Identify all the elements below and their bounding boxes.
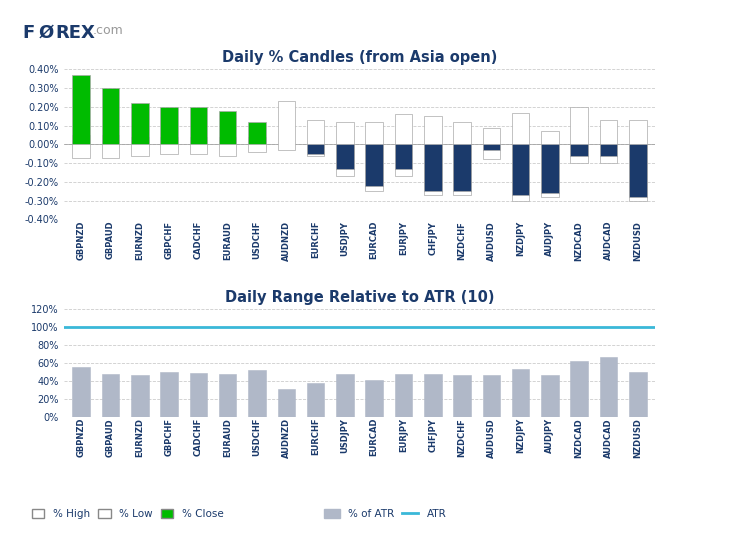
Bar xyxy=(336,374,354,417)
Bar xyxy=(248,370,266,417)
Bar xyxy=(453,144,471,191)
Bar xyxy=(73,135,90,158)
Bar xyxy=(102,88,119,144)
Text: Ø: Ø xyxy=(39,24,54,42)
Title: Daily Range Relative to ATR (10): Daily Range Relative to ATR (10) xyxy=(225,290,494,305)
Bar xyxy=(307,144,324,154)
Bar xyxy=(424,144,442,191)
Bar xyxy=(73,75,90,144)
Bar xyxy=(482,128,500,160)
Bar xyxy=(102,374,119,417)
Bar xyxy=(219,374,237,417)
Bar xyxy=(277,101,295,150)
Bar xyxy=(541,374,559,417)
Bar xyxy=(424,374,442,417)
Bar xyxy=(541,144,559,193)
Bar xyxy=(160,372,178,417)
Bar xyxy=(131,375,148,417)
Bar xyxy=(395,144,412,169)
Bar xyxy=(73,367,90,417)
Bar xyxy=(512,144,530,195)
Text: .com: .com xyxy=(93,24,124,37)
Bar xyxy=(482,144,500,150)
Bar xyxy=(189,373,207,417)
Bar xyxy=(336,144,354,169)
Bar xyxy=(189,107,207,144)
Bar xyxy=(189,137,207,154)
Legend: % High, % Low, % Close: % High, % Low, % Close xyxy=(28,505,228,523)
Bar xyxy=(336,122,354,176)
Bar xyxy=(600,120,617,163)
Bar xyxy=(160,137,178,154)
Bar xyxy=(453,122,471,195)
Bar xyxy=(366,380,383,417)
Bar xyxy=(571,107,588,163)
Text: REX: REX xyxy=(55,24,95,42)
Bar xyxy=(541,131,559,197)
Bar xyxy=(571,361,588,417)
Bar xyxy=(248,137,266,152)
Bar xyxy=(629,372,646,417)
Bar xyxy=(629,144,646,197)
Bar xyxy=(219,111,237,144)
Bar xyxy=(307,120,324,155)
Bar xyxy=(366,122,383,191)
Bar xyxy=(512,369,530,417)
Bar xyxy=(395,374,412,417)
Bar xyxy=(160,107,178,144)
Bar xyxy=(366,144,383,186)
Bar xyxy=(571,144,588,155)
Bar xyxy=(307,383,324,417)
Legend: % of ATR, ATR: % of ATR, ATR xyxy=(320,505,450,523)
Bar xyxy=(482,374,500,417)
Bar xyxy=(453,374,471,417)
Bar xyxy=(395,114,412,176)
Bar xyxy=(248,122,266,144)
Bar xyxy=(277,389,295,417)
Bar xyxy=(131,103,148,144)
Bar xyxy=(102,135,119,158)
Bar xyxy=(424,116,442,195)
Bar xyxy=(600,144,617,155)
Title: Daily % Candles (from Asia open): Daily % Candles (from Asia open) xyxy=(222,51,497,66)
Bar xyxy=(600,357,617,417)
Bar xyxy=(219,137,237,155)
Bar xyxy=(629,120,646,201)
Text: F: F xyxy=(22,24,34,42)
Bar xyxy=(131,137,148,155)
Bar xyxy=(512,113,530,201)
